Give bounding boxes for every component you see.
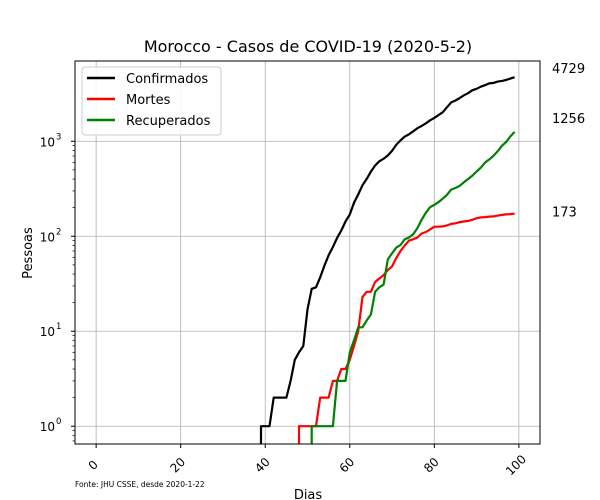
x-axis-ticks: 0 20 40 60 80 100 bbox=[86, 444, 529, 478]
x-axis-label: Dias bbox=[294, 488, 323, 500]
x-tick-label: 0 bbox=[86, 458, 101, 473]
y-tick-label: 10 bbox=[40, 230, 55, 244]
end-value-labels: 4729 1256 173 bbox=[552, 62, 585, 220]
y-tick-exponent: 1 bbox=[56, 322, 61, 332]
y-tick-label: 10 bbox=[40, 135, 55, 149]
y-tick-exponent: 0 bbox=[56, 417, 61, 427]
legend-label: Confirmados bbox=[126, 72, 208, 87]
y-tick-exponent: 2 bbox=[56, 227, 61, 237]
series-line-recuperados bbox=[310, 131, 516, 444]
plot-frame bbox=[74, 60, 541, 445]
end-value-label: 1256 bbox=[552, 112, 585, 127]
series-lines bbox=[259, 76, 516, 444]
series-line-confirmados bbox=[259, 76, 515, 444]
source-note: Fonte: JHU CSSE, desde 2020-1-22 bbox=[75, 480, 205, 489]
x-tick-label: 80 bbox=[421, 455, 442, 476]
legend-box bbox=[81, 66, 222, 136]
y-tick-label: 10 bbox=[40, 420, 55, 434]
x-tick-label: 100 bbox=[503, 452, 529, 478]
x-tick-label: 60 bbox=[337, 455, 358, 476]
y-tick-exponent: 3 bbox=[56, 132, 61, 142]
series-line-mortes bbox=[297, 212, 515, 444]
y-axis-label: Pessoas bbox=[21, 227, 36, 279]
chart-title: Morocco - Casos de COVID-19 (2020-5-2) bbox=[144, 37, 472, 56]
end-value-label: 4729 bbox=[552, 62, 585, 77]
legend-label: Mortes bbox=[126, 93, 171, 108]
legend-label: Recuperados bbox=[126, 114, 211, 129]
y-tick-label: 10 bbox=[40, 325, 55, 339]
end-value-label: 173 bbox=[552, 206, 577, 221]
x-tick-label: 20 bbox=[168, 455, 189, 476]
x-tick-label: 40 bbox=[252, 455, 273, 476]
legend: Confirmados Mortes Recuperados bbox=[81, 66, 222, 136]
